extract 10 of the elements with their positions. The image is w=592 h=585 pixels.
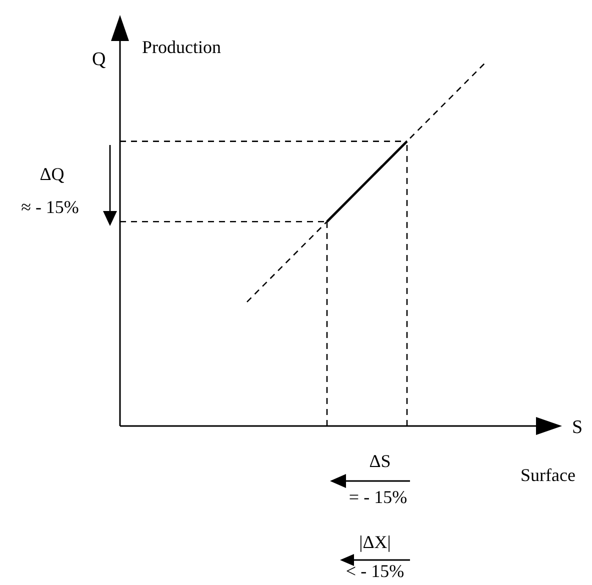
text: ΔQ bbox=[40, 164, 64, 184]
x-axis-title: S bbox=[572, 417, 583, 438]
y-axis-title: Q bbox=[92, 49, 106, 70]
text: ≈ - 15% bbox=[21, 197, 79, 217]
text: ΔS bbox=[369, 451, 391, 471]
text: |ΔX| bbox=[359, 532, 391, 552]
text: < - 15% bbox=[346, 561, 404, 581]
text: Production bbox=[142, 37, 221, 57]
text: = - 15% bbox=[348, 487, 408, 507]
text: Surface bbox=[520, 465, 576, 485]
